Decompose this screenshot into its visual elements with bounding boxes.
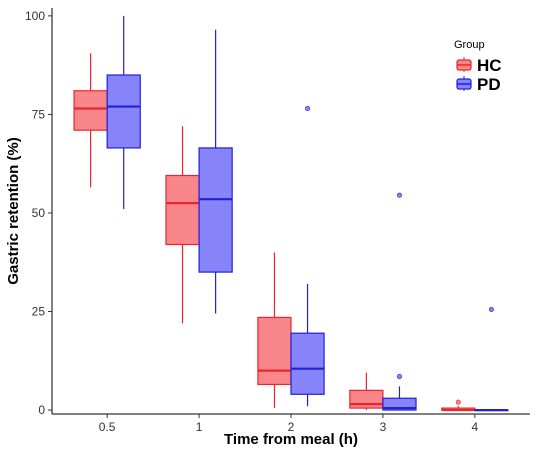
x-tick-label: 4 [472, 420, 479, 434]
x-axis-ticks: 0.5 1 2 3 4 [99, 414, 479, 434]
y-axis-ticks: 0 25 50 75 100 [25, 9, 52, 417]
x-tick-label: 0.5 [99, 420, 116, 434]
box-iqr [106, 74, 141, 149]
box-hc-0.5 [73, 53, 108, 188]
box-iqr [198, 147, 233, 273]
box-series [73, 15, 509, 412]
box-iqr [165, 174, 200, 246]
y-tick-label: 25 [32, 305, 46, 319]
outlier-point [455, 399, 461, 405]
outlier-point [305, 106, 311, 112]
box-iqr [257, 316, 292, 386]
box-hc-3 [349, 372, 384, 411]
box-hc-2 [257, 252, 292, 409]
outlier-point [396, 192, 402, 198]
box-hc-1 [165, 126, 200, 324]
outlier-point [488, 307, 494, 313]
series-hc [73, 53, 476, 412]
box-iqr [382, 397, 417, 411]
box-iqr [349, 389, 384, 409]
box-hc-4 [441, 399, 476, 412]
y-tick-label: 100 [25, 9, 45, 23]
x-tick-label: 3 [380, 420, 387, 434]
legend-title: Group [454, 39, 485, 51]
legend-label: PD [477, 75, 501, 94]
x-axis-title: Time from meal (h) [224, 431, 358, 448]
box-pd-0.5 [106, 15, 141, 210]
y-tick-label: 75 [32, 107, 46, 121]
y-tick-label: 0 [38, 403, 45, 417]
box-pd-2 [290, 106, 325, 407]
box-iqr [73, 90, 108, 131]
legend-label: HC [477, 56, 502, 75]
legend-item-hc: HC [456, 56, 502, 75]
box-iqr [290, 332, 325, 395]
legend-item-pd: PD [456, 75, 501, 94]
box-pd-1 [198, 29, 233, 314]
x-tick-label: 1 [196, 420, 203, 434]
y-axis-title: Gastric retention (%) [5, 137, 22, 285]
series-pd [106, 15, 509, 412]
y-tick-label: 50 [32, 206, 46, 220]
x-tick-label: 2 [288, 420, 295, 434]
outlier-point [396, 374, 402, 380]
box-pd-4 [474, 307, 509, 412]
box-pd-3 [382, 192, 417, 411]
